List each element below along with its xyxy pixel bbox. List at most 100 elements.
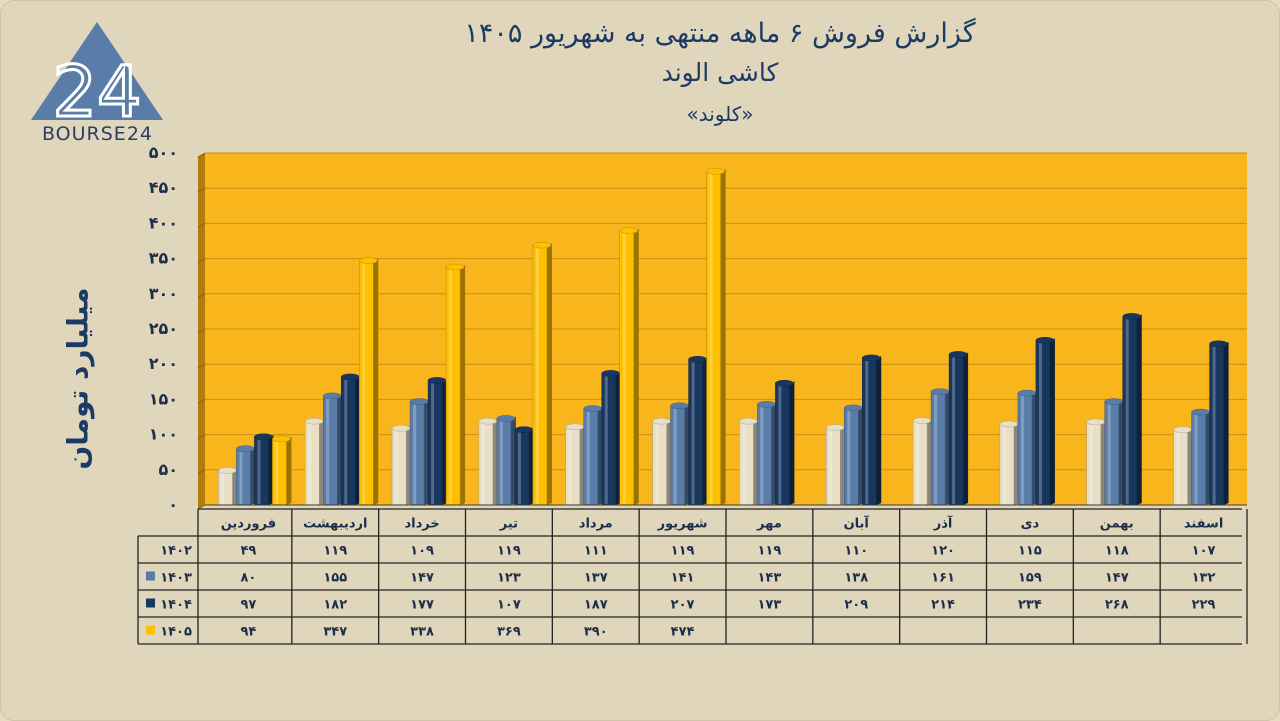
y-tick-label: ۴۵۰	[149, 178, 178, 197]
table-value: ۱۰۹	[410, 544, 434, 559]
bar-cap	[532, 241, 552, 249]
bar	[409, 398, 430, 506]
legend-series-name: ۱۴۰۵	[160, 625, 192, 640]
bar-cap	[706, 168, 725, 175]
bar-body	[409, 401, 425, 506]
bar-body	[1017, 392, 1033, 506]
bar	[757, 401, 777, 506]
bar-highlight	[865, 360, 869, 504]
bar-highlight	[1107, 404, 1111, 504]
bar-cap	[652, 417, 671, 425]
y-tick-label: ۵۰	[158, 460, 178, 479]
bar-cap	[427, 377, 447, 384]
bar-body	[948, 354, 964, 506]
bar-body	[532, 244, 548, 506]
legend-swatch	[146, 598, 155, 608]
bar-highlight	[829, 430, 833, 504]
bar-body	[445, 266, 461, 506]
bar-cap	[948, 351, 968, 358]
bar-highlight	[1125, 319, 1129, 504]
table-value: ۱۳۲	[1192, 571, 1216, 586]
bar-body	[739, 420, 754, 506]
bar-highlight	[326, 398, 330, 504]
bar-cap	[688, 356, 707, 363]
bar-highlight	[742, 424, 746, 504]
bar-cap	[583, 405, 602, 412]
bar-cap	[565, 423, 584, 431]
bar-body	[601, 373, 616, 506]
bar-body	[775, 382, 790, 506]
bar	[1017, 389, 1037, 506]
gridline-side	[197, 222, 206, 228]
bar	[305, 417, 325, 506]
bar-highlight	[275, 441, 279, 504]
bar-highlight	[604, 376, 608, 504]
bar-side	[373, 258, 379, 505]
bar-body	[427, 380, 443, 506]
bar-highlight	[1020, 396, 1024, 504]
bar-highlight	[778, 386, 782, 504]
bar-highlight	[568, 429, 572, 504]
table-value: ۱۰۷	[1192, 544, 1216, 559]
bar-highlight	[239, 451, 243, 504]
bar-highlight	[691, 362, 695, 504]
bar-body	[583, 408, 598, 506]
bar-highlight	[1194, 415, 1198, 504]
bar-body	[862, 357, 877, 506]
table-value: ۱۱۹	[671, 544, 695, 559]
bar	[272, 435, 292, 506]
y-tick-label: ۱۵۰	[149, 389, 178, 408]
table-category-label: خرداد	[404, 517, 439, 532]
bar-body	[844, 407, 859, 506]
gridline-side	[197, 258, 206, 264]
bar	[583, 405, 603, 506]
bar-highlight	[257, 439, 261, 504]
table-value: ۳۹۰	[584, 625, 608, 640]
bar-body	[391, 428, 407, 506]
bar	[844, 404, 864, 506]
table-category-label: مهر	[756, 517, 782, 532]
bar-cap	[236, 445, 255, 452]
bar-body	[1191, 411, 1206, 506]
gridline-side	[197, 363, 206, 369]
gridline-side	[197, 152, 206, 158]
bar-side	[1049, 338, 1055, 505]
table-value: ۱۱۹	[758, 544, 782, 559]
bar-cap	[757, 401, 776, 408]
bar-highlight	[1002, 427, 1006, 504]
bar-highlight	[622, 233, 626, 504]
bar-body	[757, 404, 772, 506]
bar-cap	[341, 373, 360, 381]
table-value: ۲۲۹	[1192, 598, 1216, 613]
bar-highlight	[709, 174, 713, 504]
bar-body	[1104, 401, 1119, 506]
gridline-side	[197, 187, 206, 193]
bar-highlight	[1038, 343, 1042, 504]
table-value: ۱۶۱	[931, 571, 955, 586]
bar-highlight	[449, 270, 453, 504]
bar-side	[546, 243, 552, 505]
bar	[445, 263, 466, 506]
bar-cap	[739, 417, 758, 425]
table-value: ۸۰	[240, 571, 256, 586]
bar-highlight	[847, 410, 851, 504]
table-value: ۱۴۱	[671, 571, 695, 586]
bar-cap	[1035, 337, 1055, 344]
bar-highlight	[934, 394, 938, 504]
bar-cap	[409, 398, 429, 405]
logo-mark: 24	[52, 51, 141, 133]
gridline-side	[197, 469, 206, 475]
bar-cap	[478, 417, 498, 425]
bar-highlight	[655, 424, 659, 504]
bar-body	[236, 448, 251, 506]
bar	[1209, 340, 1229, 506]
bar	[670, 402, 690, 506]
bar	[706, 168, 726, 506]
bar-highlight	[1212, 346, 1216, 504]
bar	[862, 354, 882, 506]
table-value: ۱۱۹	[497, 544, 521, 559]
bar-highlight	[413, 404, 417, 504]
bar-body	[652, 420, 667, 506]
table-value: ۱۱۵	[1018, 544, 1042, 559]
table-value: ۳۳۸	[410, 625, 434, 640]
